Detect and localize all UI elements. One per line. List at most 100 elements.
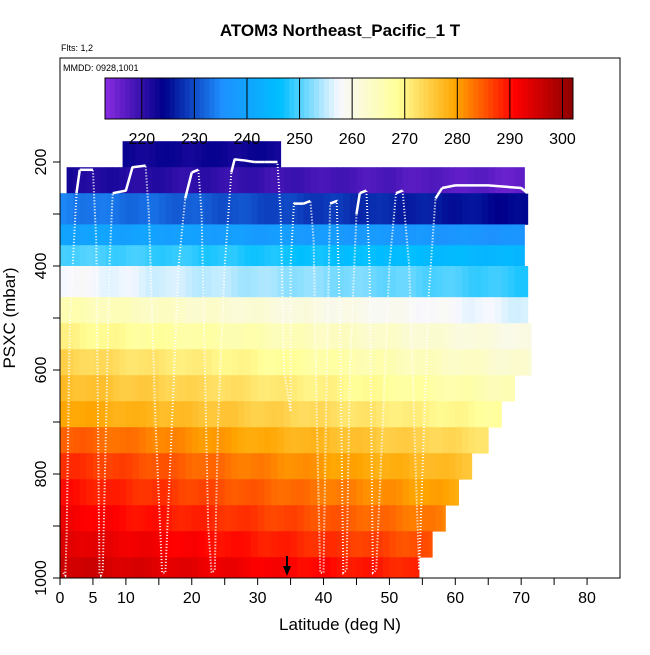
heat-cell (152, 505, 160, 532)
heat-cell (297, 557, 305, 578)
heat-cell (218, 193, 226, 225)
heat-cell (481, 167, 489, 194)
heat-cell (86, 427, 94, 454)
heat-cell (178, 323, 186, 350)
colorbar-swatch (363, 78, 370, 119)
heat-cell (221, 141, 229, 168)
heat-cell (284, 224, 291, 246)
heat-cell (277, 427, 285, 454)
heat-cell (270, 349, 278, 376)
heat-cell (178, 401, 186, 428)
heat-cell (79, 401, 87, 428)
heat-cell (415, 297, 423, 324)
heat-cell (112, 453, 120, 480)
flight-level-segment (75, 169, 82, 194)
heat-cell (125, 401, 133, 428)
heat-cell (415, 453, 423, 480)
heat-cell (251, 224, 259, 246)
heat-cell (158, 266, 166, 298)
heat-cell (257, 427, 265, 454)
flight-level-segment (234, 158, 245, 162)
heat-cell (415, 401, 423, 428)
heat-cell (310, 349, 318, 376)
heat-cell (231, 401, 239, 428)
heat-cell (119, 323, 127, 350)
heat-cell (402, 505, 410, 532)
heat-cell (264, 297, 272, 324)
heat-cell (343, 297, 351, 324)
heat-cell (402, 427, 410, 454)
heat-cell (363, 557, 371, 578)
heat-cell (303, 401, 311, 428)
heat-cell (66, 245, 74, 267)
heat-cell (152, 297, 160, 324)
heat-cell (402, 266, 410, 298)
heat-cell (284, 297, 291, 324)
heat-cell (99, 193, 107, 225)
colorbar-tick-label: 260 (339, 131, 366, 148)
heat-cell (178, 167, 186, 194)
heat-cell (231, 323, 239, 350)
heat-cell (73, 193, 81, 225)
heat-cell (274, 141, 282, 168)
heat-cell (125, 245, 133, 267)
heat-cell (270, 479, 278, 506)
heat-cell (514, 224, 522, 246)
heat-cell (218, 375, 226, 402)
heat-cell (448, 349, 456, 376)
heat-cell (369, 193, 377, 225)
colorbar-swatch (144, 78, 151, 119)
heat-cell (389, 266, 397, 298)
heat-cell (168, 141, 176, 168)
heat-cell (79, 266, 87, 298)
chart-title: ATOM3 Northeast_Pacific_1 T (220, 21, 461, 40)
heat-cell (264, 266, 272, 298)
heat-cell (257, 401, 265, 428)
heat-cell (455, 224, 463, 246)
heat-cell (382, 297, 390, 324)
heat-cell (409, 323, 417, 350)
heat-cell (316, 479, 324, 506)
colorbar-tick-label: 270 (391, 131, 418, 148)
heat-cell (73, 245, 81, 267)
heat-cell (99, 266, 107, 298)
heat-cell (316, 375, 324, 402)
heat-cell (336, 224, 344, 246)
heat-cell (303, 479, 311, 506)
heat-cell (316, 224, 324, 246)
heat-cell (488, 245, 496, 267)
colorbar-swatch (264, 78, 270, 119)
heat-cell (198, 297, 206, 324)
heat-cell (494, 297, 502, 324)
heat-cell (297, 375, 305, 402)
heat-cell (106, 193, 114, 225)
heat-cell (145, 401, 153, 428)
heat-cell (475, 193, 483, 225)
heat-cell (290, 245, 298, 267)
heat-cell (106, 401, 114, 428)
heat-cell (119, 193, 127, 225)
heat-cell (198, 266, 206, 298)
heat-cell (303, 193, 311, 225)
heat-cell (356, 375, 364, 402)
heat-cell (270, 557, 278, 578)
heat-cell (396, 245, 403, 267)
heat-cell (277, 349, 285, 376)
heat-cell (185, 297, 193, 324)
heat-cell (336, 453, 344, 480)
heat-cell (409, 453, 417, 480)
heat-cell (435, 245, 443, 267)
heat-cell (442, 505, 446, 532)
heat-cell (461, 266, 469, 298)
heat-cell (468, 427, 476, 454)
heat-cell (297, 427, 305, 454)
heat-cell (237, 224, 245, 246)
heat-cell (129, 141, 137, 168)
heat-cell (172, 427, 179, 454)
colorbar-frame (104, 77, 574, 120)
heat-cell (409, 224, 417, 246)
heat-cell (79, 193, 87, 225)
heat-cell (257, 224, 265, 246)
heat-cell (422, 167, 430, 194)
heat-cell (270, 224, 278, 246)
